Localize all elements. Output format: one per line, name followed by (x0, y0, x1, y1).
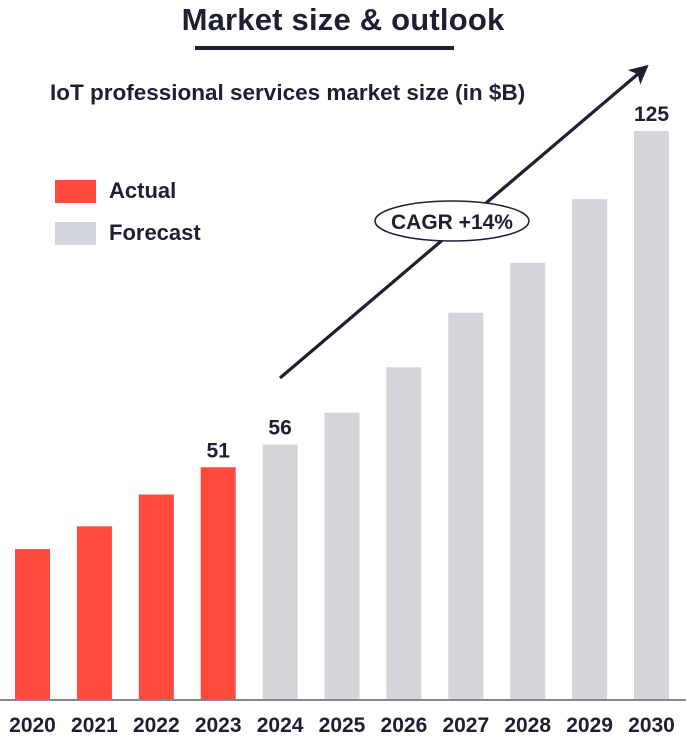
legend-label-forecast: Forecast (109, 220, 201, 245)
bar-actual-2020 (15, 549, 50, 699)
page-title: Market size & outlook (181, 2, 505, 37)
bar-forecast-2030 (634, 131, 669, 699)
x-tick-label: 2028 (504, 714, 551, 737)
bar-actual-2023 (200, 467, 236, 699)
x-tick-label: 2027 (442, 714, 489, 737)
bar-forecast-2028 (510, 262, 546, 699)
bar-forecast-2024 (262, 444, 298, 699)
bar-actual-2022 (138, 494, 174, 699)
legend-swatch-actual (55, 179, 96, 203)
x-tick-label: 2025 (319, 714, 366, 737)
x-tick-label: 2030 (628, 714, 675, 737)
chart-title: IoT professional services market size (i… (50, 80, 526, 105)
legend-label-actual: Actual (109, 178, 177, 203)
cagr-ellipse (374, 200, 530, 242)
legend-item-forecast: Forecast (55, 220, 201, 246)
legend-item-actual: Actual (55, 178, 176, 204)
x-tick-label: 2029 (566, 714, 613, 737)
x-tick-label: 2020 (9, 714, 56, 737)
bar-forecast-2026 (386, 367, 422, 699)
bar-forecast-2025 (324, 412, 360, 699)
data-label-2023: 51 (207, 439, 231, 462)
x-tick-label: 2022 (133, 714, 180, 737)
bar-forecast-2029 (572, 199, 608, 699)
title-underline (195, 46, 454, 50)
x-tick-label: 2021 (71, 714, 118, 737)
x-tick-label: 2023 (195, 714, 242, 737)
data-label-2024: 56 (268, 417, 291, 440)
bar-forecast-2027 (448, 312, 484, 699)
data-label-2030: 125 (634, 103, 669, 126)
x-tick-label: 2024 (257, 714, 304, 737)
bar-actual-2021 (76, 526, 112, 699)
legend-swatch-forecast (55, 221, 96, 245)
x-tick-label: 2026 (381, 714, 428, 737)
cagr-label: CAGR +14% (391, 211, 513, 234)
